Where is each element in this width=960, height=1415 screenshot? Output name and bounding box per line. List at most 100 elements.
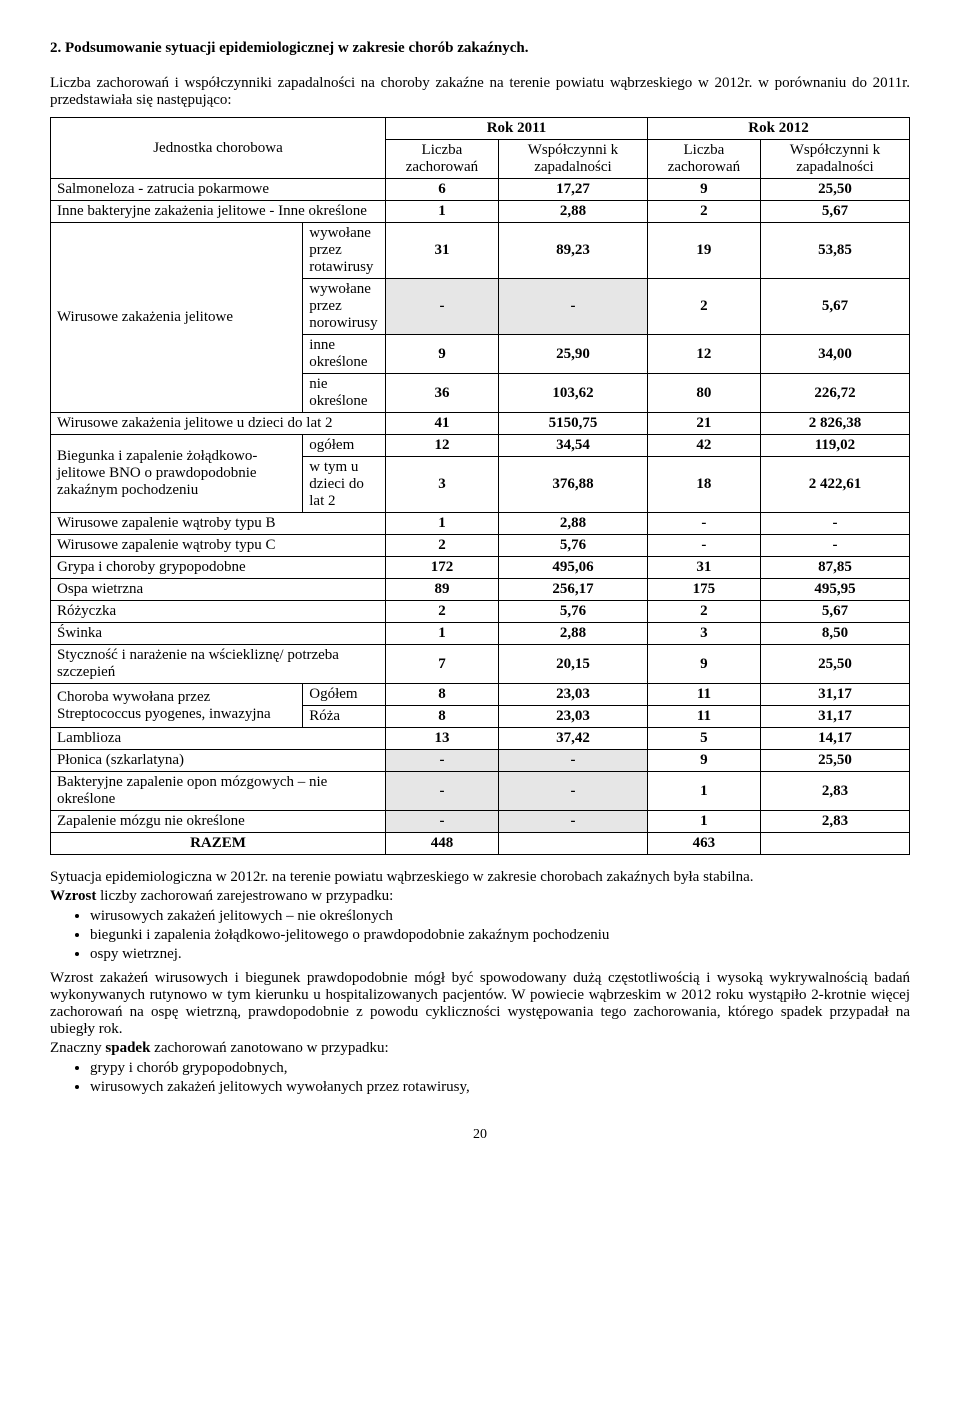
table-row: Salmoneloza - zatrucia pokarmowe617,2792…	[51, 179, 910, 201]
page-number: 20	[50, 1127, 910, 1143]
row-label: Wirusowe zapalenie wątroby typu B	[51, 513, 386, 535]
cell-value: 2	[647, 279, 760, 335]
row-label: Różyczka	[51, 601, 386, 623]
table-row: Świnka12,8838,50	[51, 623, 910, 645]
cell-value: 5150,75	[498, 413, 647, 435]
list-item: grypy i chorób grypopodobnych,	[90, 1059, 910, 1078]
cell-value	[760, 833, 909, 855]
epidemiology-table: Jednostka chorobowa Rok 2011 Rok 2012 Li…	[50, 117, 910, 855]
table-row: Inne bakteryjne zakażenia jelitowe - Inn…	[51, 201, 910, 223]
cell-value: 17,27	[498, 179, 647, 201]
post-paragraph-3: Wzrost zakażeń wirusowych i biegunek pra…	[50, 970, 910, 1038]
table-row: Styczność i narażenie na wściekliznę/ po…	[51, 645, 910, 684]
cell-value: 2 826,38	[760, 413, 909, 435]
cell-value: 42	[647, 435, 760, 457]
cell-value: -	[498, 811, 647, 833]
th-year1: Rok 2011	[386, 118, 648, 140]
cell-value: 226,72	[760, 374, 909, 413]
cell-value: 41	[386, 413, 499, 435]
cell-value: 36	[386, 374, 499, 413]
cell-value: -	[386, 750, 499, 772]
post4a-text: Znaczny	[50, 1040, 105, 1056]
cell-value: 495,95	[760, 579, 909, 601]
cell-value: -	[386, 772, 499, 811]
row-label: Zapalenie mózgu nie określone	[51, 811, 386, 833]
cell-value: -	[498, 750, 647, 772]
row-sub-label: ogółem	[303, 435, 386, 457]
cell-value: 463	[647, 833, 760, 855]
th-unit: Jednostka chorobowa	[51, 118, 386, 179]
cell-value: 31	[386, 223, 499, 279]
cell-value: 2	[647, 201, 760, 223]
cell-value: 6	[386, 179, 499, 201]
table-row: Różyczka25,7625,67	[51, 601, 910, 623]
row-label: Styczność i narażenie na wściekliznę/ po…	[51, 645, 386, 684]
row-group-label: Biegunka i zapalenie żołądkowo-jelitowe …	[51, 435, 303, 513]
cell-value: 1	[647, 811, 760, 833]
cell-value: 31,17	[760, 684, 909, 706]
cell-value: 23,03	[498, 684, 647, 706]
cell-value: 2,83	[760, 811, 909, 833]
cell-value: 1	[386, 623, 499, 645]
row-group-label: Choroba wywołana przez Streptococcus pyo…	[51, 684, 303, 728]
th-rate-2011: Współczynni k zapadalności	[498, 140, 647, 179]
cell-value: 87,85	[760, 557, 909, 579]
row-sub-label: wywołane przez rotawirusy	[303, 223, 386, 279]
cell-value: 2	[386, 601, 499, 623]
cell-value: 2,88	[498, 201, 647, 223]
cell-value: 175	[647, 579, 760, 601]
cell-value: 25,50	[760, 750, 909, 772]
table-row: Biegunka i zapalenie żołądkowo-jelitowe …	[51, 435, 910, 457]
row-sub-label: nie określone	[303, 374, 386, 413]
decrease-list: grypy i chorób grypopodobnych,wirusowych…	[50, 1059, 910, 1097]
cell-value: 25,50	[760, 645, 909, 684]
cell-value: 8	[386, 684, 499, 706]
table-row: Ospa wietrzna89256,17175495,95	[51, 579, 910, 601]
row-label: Wirusowe zapalenie wątroby typu C	[51, 535, 386, 557]
cell-value: 34,00	[760, 335, 909, 374]
cell-value: -	[647, 513, 760, 535]
increase-list: wirusowych zakażeń jelitowych – nie okre…	[50, 907, 910, 964]
table-row: Grypa i choroby grypopodobne172495,06318…	[51, 557, 910, 579]
cell-value: 14,17	[760, 728, 909, 750]
table-row: Bakteryjne zapalenie opon mózgowych – ni…	[51, 772, 910, 811]
post2b-text: liczby zachorowań zarejestrowano w przyp…	[96, 888, 393, 904]
cell-value: -	[760, 513, 909, 535]
post4c-text: zachorowań zanotowano w przypadku:	[150, 1040, 388, 1056]
cell-value: -	[386, 811, 499, 833]
row-sub-label: w tym u dzieci do lat 2	[303, 457, 386, 513]
row-label: Płonica (szkarlatyna)	[51, 750, 386, 772]
cell-value: 18	[647, 457, 760, 513]
cell-value: 12	[386, 435, 499, 457]
cell-value: 89,23	[498, 223, 647, 279]
cell-value: 1	[647, 772, 760, 811]
row-group-label: Wirusowe zakażenia jelitowe	[51, 223, 303, 413]
post-paragraph-4: Znaczny spadek zachorowań zanotowano w p…	[50, 1040, 910, 1057]
list-item: ospy wietrznej.	[90, 945, 910, 964]
cell-value: 12	[647, 335, 760, 374]
cell-value: 11	[647, 706, 760, 728]
cell-value: 5,67	[760, 279, 909, 335]
row-sub-label: wywołane przez norowirusy	[303, 279, 386, 335]
row-label: Lamblioza	[51, 728, 386, 750]
cell-value: 2,83	[760, 772, 909, 811]
table-row: Wirusowe zakażenia jelitowewywołane prze…	[51, 223, 910, 279]
intro-paragraph: Liczba zachorowań i współczynniki zapada…	[50, 75, 910, 109]
cell-value: 256,17	[498, 579, 647, 601]
spadek-label: spadek	[105, 1040, 150, 1056]
row-label: Salmoneloza - zatrucia pokarmowe	[51, 179, 386, 201]
cell-value: 53,85	[760, 223, 909, 279]
cell-value: 9	[647, 750, 760, 772]
cell-value: 37,42	[498, 728, 647, 750]
cell-value: 2	[386, 535, 499, 557]
cell-value: 9	[386, 335, 499, 374]
cell-value: 13	[386, 728, 499, 750]
cell-value: 11	[647, 684, 760, 706]
row-label: Inne bakteryjne zakażenia jelitowe - Inn…	[51, 201, 386, 223]
th-year2: Rok 2012	[647, 118, 909, 140]
cell-value: 1	[386, 513, 499, 535]
row-label: Bakteryjne zapalenie opon mózgowych – ni…	[51, 772, 386, 811]
table-row: RAZEM448463	[51, 833, 910, 855]
cell-value: 20,15	[498, 645, 647, 684]
row-sub-label: Róża	[303, 706, 386, 728]
